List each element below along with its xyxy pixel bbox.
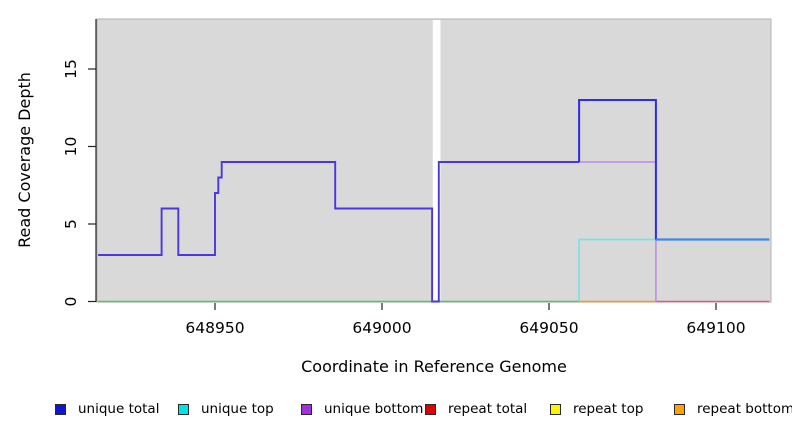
coverage-lines (98, 99, 770, 303)
legend-label-unique-top: unique top (201, 401, 274, 417)
legend-label-unique-total: unique total (78, 401, 160, 417)
legend-swatch-unique-top (178, 403, 189, 415)
legend-label-unique-bottom: unique bottom (324, 401, 424, 417)
legend-item-repeat-top: repeat top (550, 398, 643, 420)
y-tick-label: 15 (62, 59, 80, 79)
x-axis-title: Coordinate in Reference Genome (301, 357, 567, 376)
legend-label-repeat-top: repeat top (573, 401, 644, 417)
series-unique-total-main (98, 161, 580, 303)
legend-item-unique-top: unique top (178, 398, 274, 420)
legend-swatch-repeat-bottom (674, 403, 685, 415)
legend-item-repeat-bottom: repeat bottom (674, 398, 792, 420)
legend-item-repeat-total: repeat total (425, 398, 527, 420)
x-tick-label: 648950 (185, 319, 244, 337)
y-tick-label: 0 (62, 297, 80, 307)
legend-swatch-repeat-total (425, 403, 436, 415)
y-tick-label: 5 (62, 219, 80, 229)
legend-swatch-unique-total (55, 403, 66, 415)
y-tick-label: 10 (62, 137, 80, 157)
legend-label-repeat-total: repeat total (448, 401, 528, 417)
x-tick-label: 649100 (686, 319, 745, 337)
plot-panel (96, 18, 772, 303)
panel-gap-band (432, 20, 441, 301)
legend-label-repeat-bottom: repeat bottom (697, 401, 792, 417)
x-tick-label: 649000 (352, 319, 411, 337)
legend-swatch-repeat-top (550, 403, 561, 415)
series-unique-total-peak (578, 99, 657, 240)
axis-labels: Coordinate in Reference Genome Read Cove… (15, 72, 567, 376)
legend-item-unique-bottom: unique bottom (301, 398, 423, 420)
axis-ticks: 648950 649000 649050 649100 0 5 10 15 (62, 19, 746, 337)
legend-item-unique-total: unique total (55, 398, 159, 420)
x-tick-label: 649050 (519, 319, 578, 337)
legend-swatch-unique-bottom (301, 403, 312, 415)
y-axis-title: Read Coverage Depth (15, 72, 34, 248)
chart-svg: 648950 649000 649050 649100 0 5 10 15 Coordinat… (15, 18, 772, 376)
legend: unique total unique top unique bottom re… (0, 398, 792, 424)
